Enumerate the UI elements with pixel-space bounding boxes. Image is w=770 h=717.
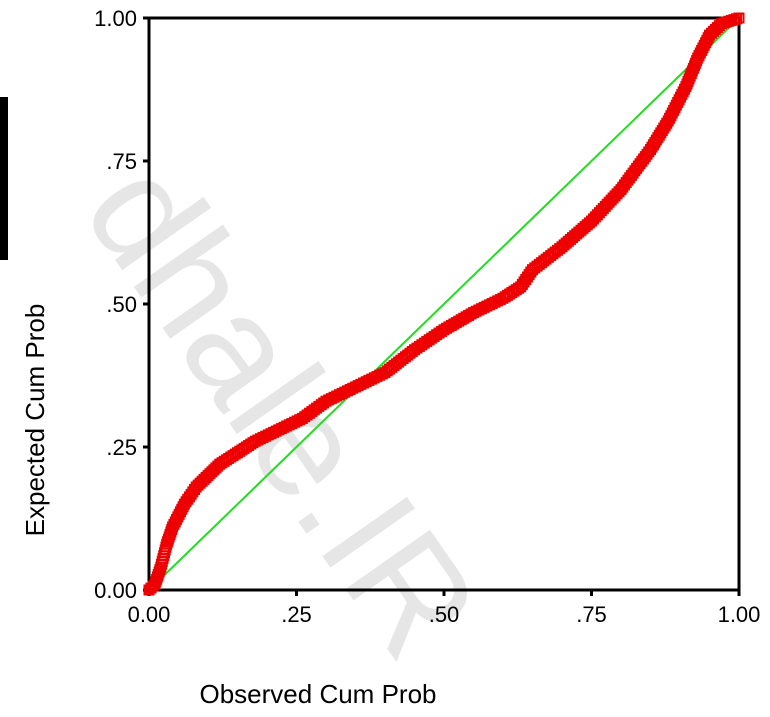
y-axis-title: Expected Cum Prob [20, 304, 50, 537]
x-tick-label: .50 [429, 602, 460, 627]
y-tick-label: 1.00 [94, 6, 137, 31]
occlusion-bar [0, 97, 8, 260]
x-tick-label: 1.00 [718, 602, 761, 627]
y-tick-label: .50 [106, 292, 137, 317]
y-tick-label: 0.00 [94, 578, 137, 603]
x-tick-label: .25 [281, 602, 312, 627]
x-tick-label: 0.00 [128, 602, 171, 627]
x-tick-label: .75 [576, 602, 607, 627]
y-tick-label: .75 [106, 149, 137, 174]
y-tick-label: .25 [106, 435, 137, 460]
x-axis-title: Observed Cum Prob [200, 679, 437, 709]
